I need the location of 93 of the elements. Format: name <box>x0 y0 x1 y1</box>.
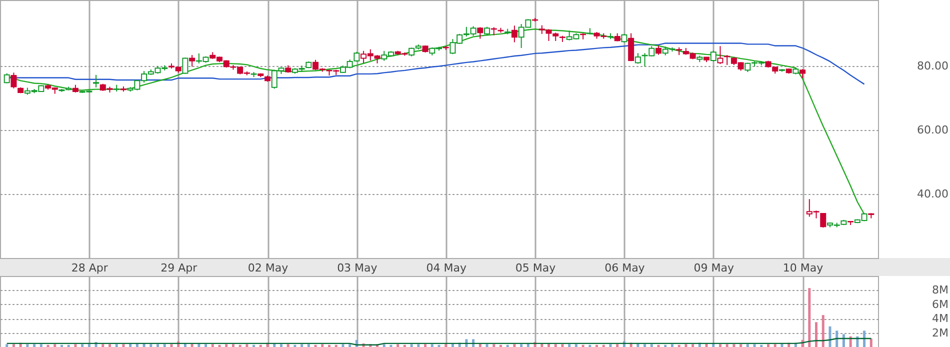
bar <box>307 344 310 347</box>
bar <box>616 344 619 347</box>
bar <box>12 344 15 347</box>
bar <box>115 344 118 347</box>
x-tick-label: 09 May <box>694 262 734 274</box>
bar <box>609 344 612 347</box>
y-tick-label: 60.00 <box>917 123 948 136</box>
candlestick <box>182 57 188 74</box>
bar <box>232 344 234 347</box>
bar <box>644 344 646 347</box>
bar <box>486 344 488 347</box>
bar <box>822 315 824 347</box>
bar <box>286 344 290 347</box>
bar <box>88 344 90 347</box>
bar <box>122 344 125 347</box>
bar <box>424 344 427 347</box>
bar <box>430 344 434 347</box>
x-tick-label: 03 May <box>337 262 378 274</box>
bar <box>280 344 282 347</box>
bar <box>513 344 516 347</box>
candlestick <box>93 74 100 88</box>
bar <box>842 334 845 347</box>
bar <box>102 344 104 347</box>
bar <box>342 344 344 347</box>
bar <box>650 344 653 347</box>
bar <box>492 344 496 347</box>
bar <box>156 344 160 347</box>
bar <box>753 344 756 347</box>
candlestick <box>189 54 196 68</box>
bar <box>561 344 564 347</box>
bar <box>410 344 413 347</box>
y-tick-label: 2M <box>932 326 948 340</box>
x-tick-label: 10 May <box>782 262 824 274</box>
bar <box>396 344 400 347</box>
bar <box>163 344 166 347</box>
y-tick-label: 6M <box>932 298 948 311</box>
y-tick-label: 40.00 <box>917 187 948 200</box>
bar <box>726 344 728 347</box>
bar <box>870 338 872 347</box>
candlestick <box>634 52 641 64</box>
bar <box>444 344 448 347</box>
bar <box>211 344 214 347</box>
bar <box>74 344 77 347</box>
bar <box>520 344 523 347</box>
bar <box>836 330 838 347</box>
bar <box>732 344 736 347</box>
x-tick-label: 29 Apr <box>160 262 198 274</box>
bar <box>170 344 173 347</box>
bar <box>26 344 29 347</box>
bar <box>863 330 866 347</box>
bar <box>767 344 770 347</box>
y-tick-label: 8M <box>932 284 948 297</box>
bar <box>568 344 571 347</box>
bar <box>574 344 578 347</box>
candlestick <box>10 72 17 89</box>
bar <box>300 344 304 347</box>
y-tick-label: 4M <box>932 312 948 326</box>
bar <box>6 344 8 347</box>
bar <box>150 344 152 347</box>
bar <box>33 344 36 347</box>
bar <box>108 344 111 347</box>
bar <box>815 322 818 347</box>
bar <box>348 344 352 347</box>
bar <box>554 344 557 347</box>
candlestick <box>820 212 826 228</box>
bar <box>40 344 42 347</box>
bar <box>225 344 228 347</box>
bar <box>808 288 811 347</box>
x-tick-label: 02 May <box>248 262 289 274</box>
bar <box>718 344 722 347</box>
line-series <box>6 338 872 346</box>
candlestick <box>477 26 484 40</box>
x-tick-label: 28 Apr <box>71 262 108 274</box>
x-tick-label: 04 May <box>426 262 467 274</box>
x-tick-label: 06 May <box>604 262 646 274</box>
bar <box>417 344 420 347</box>
candlestick <box>511 25 518 43</box>
bar <box>684 344 688 347</box>
bar <box>246 344 248 347</box>
bar <box>204 344 208 347</box>
x-tick-label: 05 May <box>515 262 556 274</box>
bar <box>81 344 84 347</box>
bar <box>54 344 56 347</box>
bar <box>382 344 386 347</box>
bar <box>828 326 832 347</box>
bar <box>692 344 694 347</box>
bar <box>746 344 749 347</box>
bar <box>740 344 742 347</box>
candlestick <box>628 32 634 62</box>
y-tick-label: 80.00 <box>917 59 948 72</box>
bar <box>321 344 324 347</box>
bar <box>774 344 776 347</box>
bar <box>670 344 674 347</box>
